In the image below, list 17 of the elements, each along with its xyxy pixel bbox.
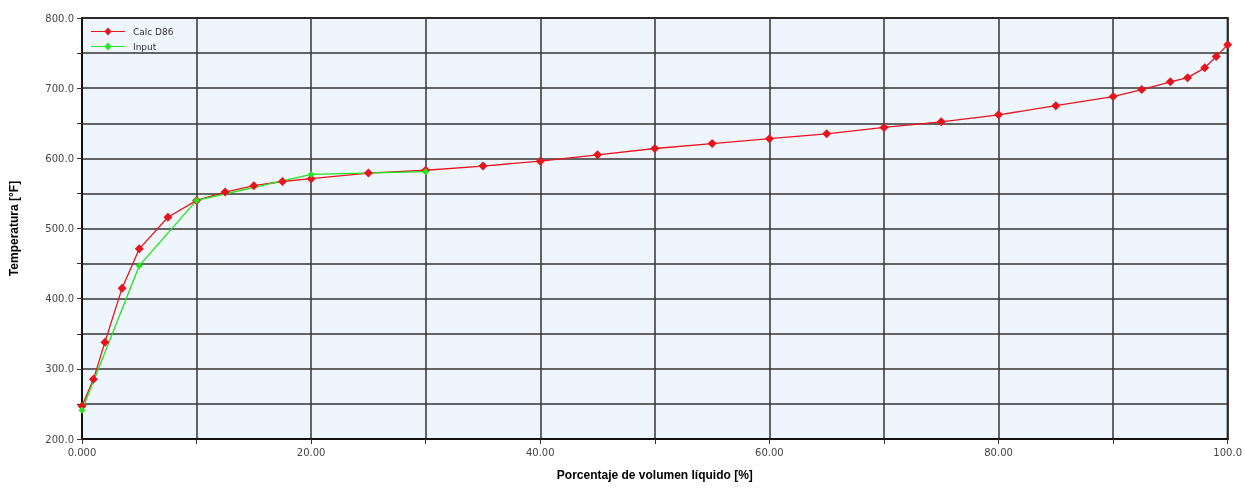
y-axis-title: Temperatura [°F]: [7, 180, 21, 277]
y-tick-label: 300.0: [45, 363, 74, 375]
x-tick-label: 60.00: [755, 446, 784, 458]
x-tick-label: 80.00: [984, 446, 1013, 458]
y-tick-label: 600.0: [45, 152, 74, 164]
x-tick-label: 0.000: [67, 446, 97, 458]
x-axis-title: Porcentaje de volumen líquido [%]: [556, 468, 753, 482]
y-tick-label: 700.0: [45, 82, 74, 94]
legend-label: Input: [133, 41, 157, 52]
y-tick-label: 500.0: [45, 223, 74, 234]
y-tick-label: 400.0: [45, 293, 74, 305]
x-tick-label: 40.00: [525, 446, 555, 458]
y-tick-label: 200.0: [45, 433, 74, 445]
x-tick-label: 20.00: [296, 446, 326, 458]
x-tick-label: 100.0: [1213, 446, 1243, 458]
legend-label: Calc D86: [133, 26, 174, 37]
y-tick-label: 800.0: [45, 12, 74, 24]
